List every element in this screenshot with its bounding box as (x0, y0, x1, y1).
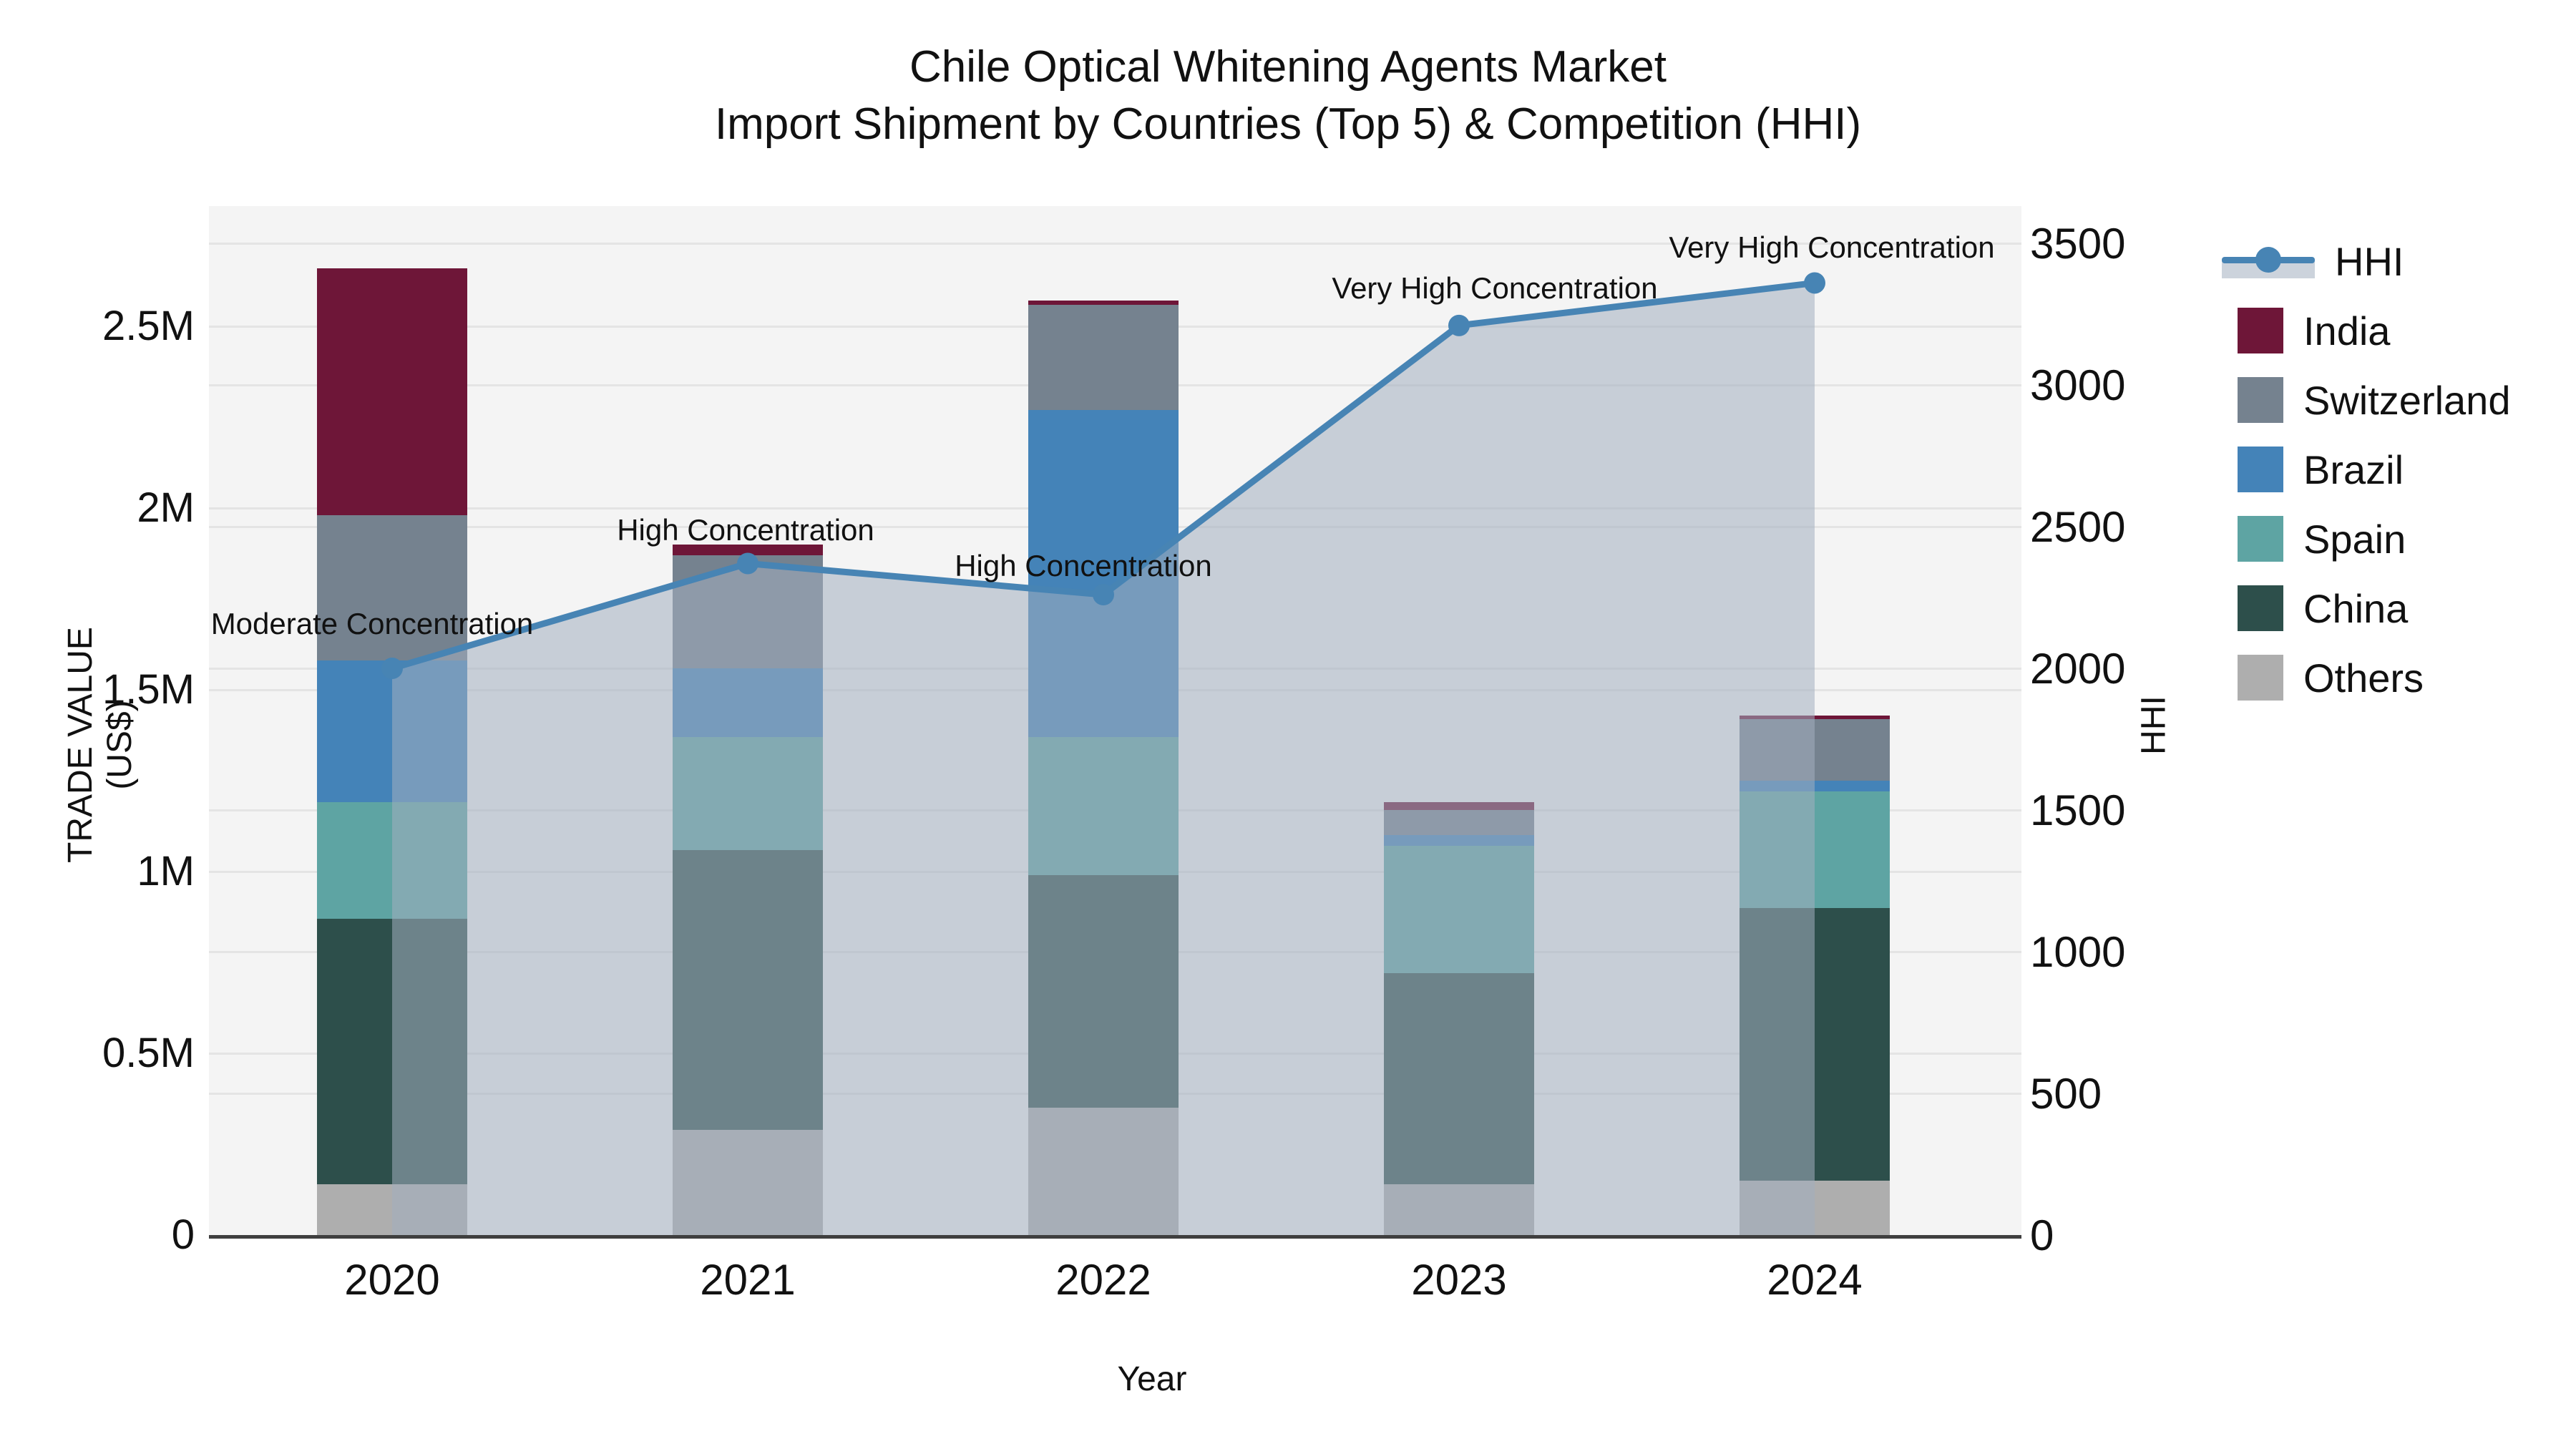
legend-label: China (2303, 585, 2409, 631)
chart-title-line2: Import Shipment by Countries (Top 5) & C… (714, 99, 1862, 149)
bar-segment-switzerland-2023[interactable] (1384, 809, 1534, 836)
annotation-2024: Very High Concentration (1669, 230, 1995, 265)
legend-label: Others (2303, 655, 2424, 701)
legend-item-hhi[interactable]: HHI (2222, 236, 2404, 286)
legend-label: Switzerland (2303, 377, 2511, 423)
x-axis-tick-label: 2024 (1767, 1256, 1863, 1304)
x-axis-tick-label: 2020 (344, 1256, 440, 1304)
y2-axis-tick-label: 0 (2030, 1211, 2054, 1259)
x-axis-line (209, 1235, 2021, 1239)
y-axis-tick-label: 1.5M (102, 666, 195, 713)
y-axis-tick-label: 0 (171, 1211, 195, 1258)
bar-segment-india-2022[interactable] (1028, 301, 1179, 305)
bar-segment-others-2021[interactable] (673, 1129, 823, 1235)
hhi-marker-2022[interactable] (1093, 584, 1114, 606)
y-axis-tick-label: 1M (137, 848, 195, 894)
x-axis-title: Year (1117, 1360, 1187, 1398)
legend-swatch-icon (2238, 516, 2283, 562)
hhi-marker-2021[interactable] (737, 552, 758, 575)
hhi-marker-2020[interactable] (381, 658, 403, 679)
x-axis-tick-label: 2023 (1411, 1256, 1507, 1304)
legend-label: Brazil (2303, 447, 2404, 492)
bar-segment-spain-2024[interactable] (1740, 791, 1890, 908)
y2-axis-tick-label: 500 (2030, 1070, 2102, 1118)
legend-item-india[interactable]: India (2222, 306, 2390, 356)
legend-item-others[interactable]: Others (2222, 653, 2424, 703)
legend-label: India (2303, 308, 2391, 353)
y-axis-tick-label: 0.5M (102, 1030, 195, 1076)
annotation-2020: Moderate Concentration (210, 607, 534, 640)
legend-swatch-icon (2238, 447, 2283, 492)
legend-swatch-icon (2238, 308, 2283, 353)
legend-item-spain[interactable]: Spain (2222, 514, 2406, 564)
hhi-marker-2024[interactable] (1804, 272, 1825, 294)
bar-segment-china-2020[interactable] (317, 919, 467, 1184)
legend-swatch-icon (2238, 655, 2283, 701)
y2-axis-tick-label: 3500 (2030, 220, 2126, 268)
annotation-2022: High Concentration (955, 549, 1212, 583)
bar-segment-china-2021[interactable] (673, 849, 823, 1130)
bar-segment-spain-2020[interactable] (317, 802, 467, 919)
y-axis-tick-label: 2.5M (102, 303, 195, 349)
bar-segment-india-2024[interactable] (1740, 715, 1890, 719)
legend-swatch-icon (2238, 585, 2283, 631)
y2-axis-tick-label: 2000 (2030, 645, 2126, 693)
bar-segment-india-2023[interactable] (1384, 802, 1534, 810)
bar-segment-brazil-2020[interactable] (317, 660, 467, 803)
y2-axis-title: HHI (2135, 696, 2173, 755)
y2-axis-tick-label: 1000 (2030, 928, 2126, 976)
bar-segment-others-2022[interactable] (1028, 1108, 1179, 1235)
annotation-2023: Very High Concentration (1332, 270, 1658, 305)
bar-segment-others-2020[interactable] (317, 1184, 467, 1235)
x-axis-tick-label: 2021 (700, 1256, 796, 1304)
y2-axis-tick-label: 2500 (2030, 503, 2126, 551)
bar-segment-switzerland-2022[interactable] (1028, 304, 1179, 410)
legend-label: HHI (2335, 238, 2404, 284)
hhi-dot-swatch (2255, 247, 2281, 273)
bar-segment-spain-2023[interactable] (1384, 846, 1534, 974)
gridline-hhi (209, 243, 2021, 245)
annotation-2021: High Concentration (617, 513, 874, 547)
bar-segment-china-2022[interactable] (1028, 875, 1179, 1108)
bar-segment-brazil-2023[interactable] (1384, 835, 1534, 847)
chart-title-line1: Chile Optical Whitening Agents Market (909, 42, 1667, 92)
bar-segment-brazil-2024[interactable] (1740, 781, 1890, 792)
bar-segment-spain-2022[interactable] (1028, 737, 1179, 876)
bar-segment-spain-2021[interactable] (673, 737, 823, 850)
legend-item-china[interactable]: China (2222, 583, 2408, 633)
y-axis-tick-label: 2M (137, 484, 195, 531)
hhi-marker-2023[interactable] (1448, 314, 1470, 336)
bar-segment-others-2023[interactable] (1384, 1184, 1534, 1235)
bar-segment-india-2020[interactable] (317, 268, 467, 516)
y2-axis-tick-label: 3000 (2030, 361, 2126, 409)
bar-segment-others-2024[interactable] (1740, 1180, 1890, 1235)
bar-segment-china-2023[interactable] (1384, 973, 1534, 1184)
x-axis-tick-label: 2022 (1055, 1256, 1151, 1304)
legend-label: Spain (2303, 516, 2406, 562)
y2-axis-tick-label: 1500 (2030, 786, 2126, 834)
bar-segment-china-2024[interactable] (1740, 907, 1890, 1181)
legend-item-brazil[interactable]: Brazil (2222, 444, 2404, 494)
bar-segment-brazil-2021[interactable] (673, 668, 823, 738)
hhi-legend-swatch-icon (2222, 238, 2315, 284)
legend-item-switzerland[interactable]: Switzerland (2222, 375, 2510, 425)
bar-segment-switzerland-2024[interactable] (1740, 718, 1890, 781)
legend-swatch-icon (2238, 377, 2283, 423)
